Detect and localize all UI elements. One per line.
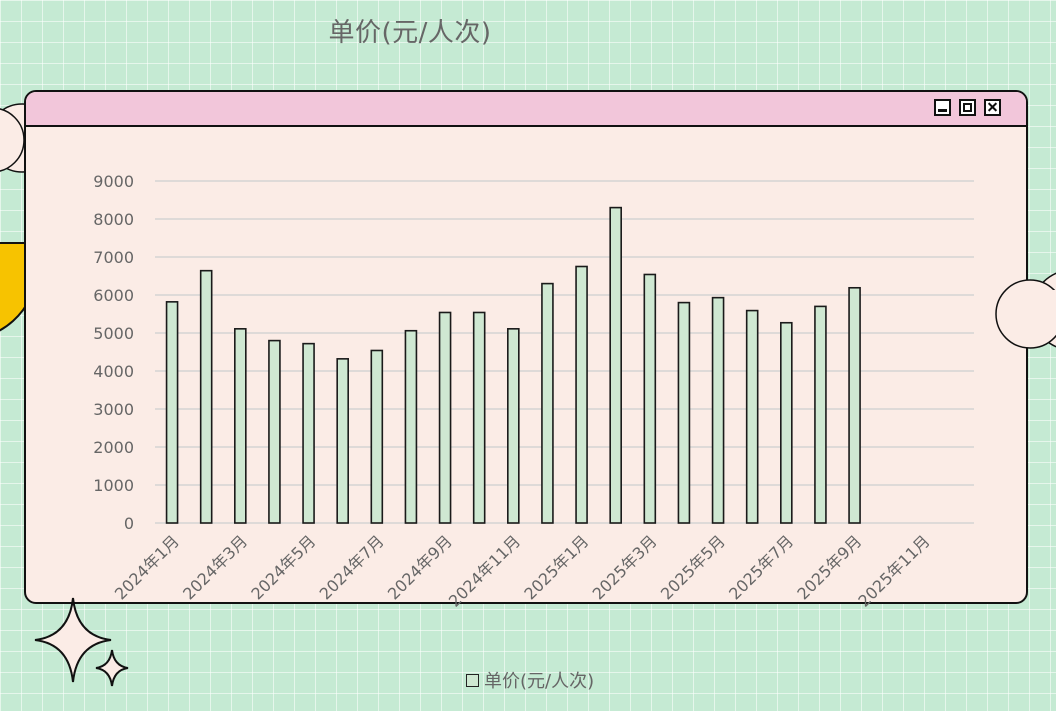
legend-swatch — [466, 673, 479, 687]
minimize-icon[interactable] — [934, 99, 951, 116]
bar[interactable] — [677, 301, 691, 524]
bar[interactable] — [745, 309, 759, 524]
bar[interactable] — [268, 339, 281, 524]
bar[interactable] — [370, 349, 384, 524]
y-tick-label: 5000 — [93, 324, 134, 343]
bar[interactable] — [234, 328, 247, 524]
legend-label: 单价(元/人次) — [484, 671, 595, 692]
sparkle-large-icon — [34, 597, 112, 683]
window-titlebar — [26, 92, 1026, 127]
y-tick-label: 4000 — [93, 362, 134, 381]
cloud-right-decoration — [995, 272, 1056, 349]
bar[interactable] — [711, 296, 725, 524]
y-tick-label: 0 — [124, 514, 134, 533]
bar[interactable] — [848, 286, 861, 524]
y-tick-label: 6000 — [93, 286, 134, 305]
y-tick-label: 7000 — [93, 248, 134, 267]
bar[interactable] — [541, 282, 554, 524]
chart-title: 单价(元/人次) — [328, 18, 492, 48]
bar[interactable] — [609, 206, 622, 524]
bar[interactable] — [199, 269, 213, 524]
bar[interactable] — [404, 329, 418, 524]
bar[interactable] — [336, 358, 349, 524]
y-tick-label: 2000 — [93, 438, 134, 457]
bar[interactable] — [507, 328, 520, 524]
y-tick-label: 1000 — [93, 476, 134, 495]
maximize-icon[interactable] — [959, 99, 976, 116]
bar[interactable] — [575, 265, 588, 524]
bar[interactable] — [472, 311, 486, 524]
chart-legend[interactable]: 单价(元/人次) — [466, 668, 594, 692]
bar[interactable] — [643, 273, 657, 524]
y-tick-label: 3000 — [93, 400, 134, 419]
sparkle-small-icon — [95, 649, 129, 687]
bar[interactable] — [302, 342, 315, 524]
bar[interactable] — [165, 301, 179, 524]
bar[interactable] — [814, 305, 827, 524]
bar[interactable] — [438, 311, 452, 524]
close-icon[interactable] — [984, 99, 1001, 116]
y-tick-label: 8000 — [93, 210, 134, 229]
y-tick-label: 9000 — [93, 172, 134, 191]
bar[interactable] — [780, 321, 793, 524]
